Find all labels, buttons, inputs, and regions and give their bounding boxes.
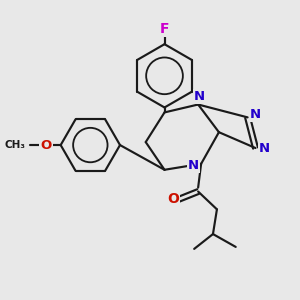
Text: N: N: [188, 159, 199, 172]
Text: O: O: [40, 139, 52, 152]
Text: CH₃: CH₃: [4, 140, 25, 150]
Text: N: N: [194, 90, 205, 103]
Text: O: O: [167, 192, 179, 206]
Text: N: N: [259, 142, 270, 154]
Text: N: N: [250, 108, 261, 121]
Text: F: F: [160, 22, 169, 36]
